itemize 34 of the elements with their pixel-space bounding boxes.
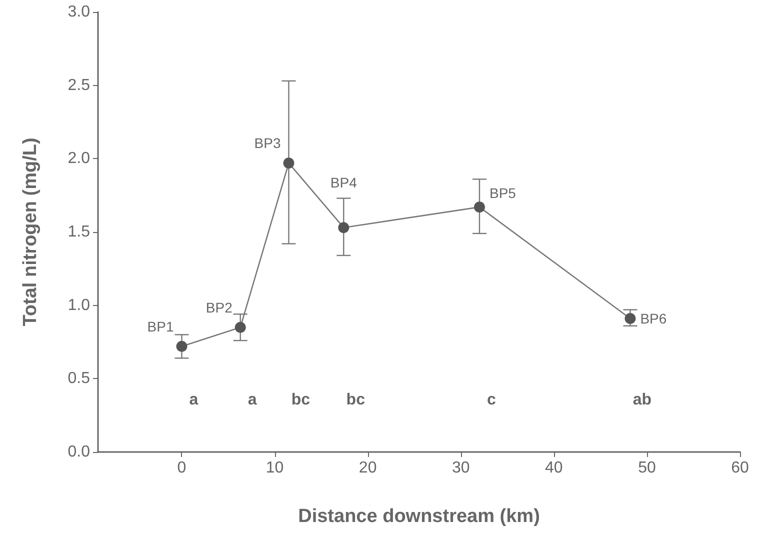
- annotation: BP6: [640, 310, 667, 327]
- point: [624, 313, 636, 324]
- annotation: a: [189, 392, 198, 408]
- annotation: BP5: [489, 185, 516, 202]
- annotation: ab: [632, 392, 652, 408]
- point: [234, 322, 246, 333]
- y-tick-label: 2.5: [68, 76, 90, 94]
- x-tick-label: 0: [177, 460, 186, 476]
- y-tick-label: 2.0: [68, 150, 90, 168]
- x-tick-label: 60: [731, 460, 749, 476]
- annotation: BP3: [254, 135, 281, 152]
- annotation: BP4: [330, 174, 358, 190]
- annotation: bc: [346, 392, 366, 408]
- y-tick-label: 0.5: [68, 370, 90, 388]
- annotation: BP2: [206, 299, 233, 316]
- y-tick-label: 1.5: [68, 224, 90, 240]
- point: [176, 340, 188, 352]
- y-tick-label: 1.0: [68, 296, 90, 314]
- x-tick-label: 50: [638, 460, 656, 476]
- x-axis-title: Distance downstream (km): [298, 506, 540, 527]
- annotation: bc: [291, 392, 310, 408]
- point: [474, 202, 485, 213]
- annotation: c: [487, 392, 496, 408]
- x-tick-label: 30: [452, 460, 470, 476]
- x-tick-label: 10: [266, 460, 284, 476]
- annotation: a: [248, 392, 257, 408]
- x-tick-label: 40: [545, 460, 563, 476]
- point: [338, 222, 350, 234]
- y-tick-label: 0.0: [68, 444, 90, 460]
- annotation: BP1: [147, 318, 174, 334]
- y-axis-title: Total nitrogen (mg/L): [20, 138, 41, 326]
- y-tick-label: 3.0: [68, 4, 90, 20]
- x-tick-label: 20: [358, 460, 377, 476]
- point: [283, 158, 294, 169]
